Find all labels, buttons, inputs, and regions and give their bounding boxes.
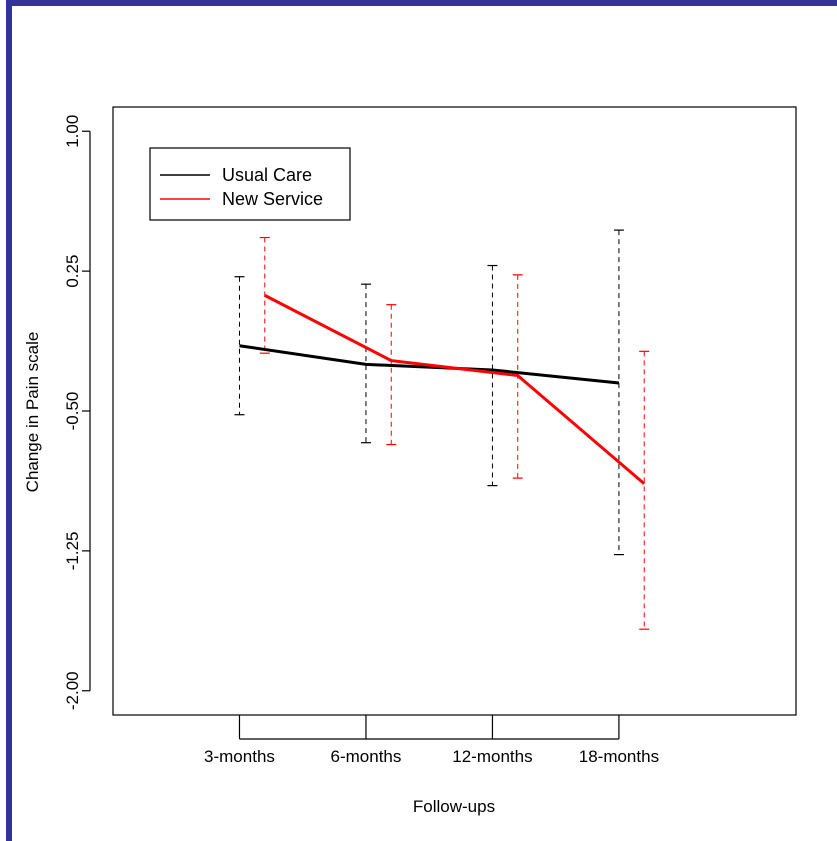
series-lines [239, 294, 646, 485]
series-line-0 [239, 344, 620, 385]
y-tick-label: -1.25 [63, 532, 82, 571]
y-axis: 1.00 0.25 -0.50 -1.25 -2.00 [63, 115, 91, 710]
x-tick-label: 6-months [331, 747, 402, 766]
x-axis-title: Follow-ups [413, 797, 495, 816]
series-line-1 [264, 294, 646, 485]
y-axis-title: Change in Pain scale [23, 332, 42, 493]
legend: Usual Care New Service [149, 147, 351, 221]
y-tick-label: 0.25 [63, 255, 82, 288]
legend-box [149, 147, 351, 221]
legend-label-usual-care: Usual Care [222, 165, 312, 185]
x-tick-label: 3-months [204, 747, 275, 766]
error-bars [234, 229, 650, 630]
x-tick-label: 18-months [579, 747, 659, 766]
x-axis: 3-months 6-months 12-months 18-months [204, 715, 659, 766]
y-tick-label: -0.50 [63, 392, 82, 431]
legend-label-new-service: New Service [222, 189, 323, 209]
plot-area [112, 106, 797, 716]
left-border [6, 0, 12, 841]
y-tick-label: 1.00 [63, 115, 82, 148]
top-border [6, 0, 837, 6]
y-tick-label: -2.00 [63, 671, 82, 710]
x-tick-label: 12-months [452, 747, 532, 766]
